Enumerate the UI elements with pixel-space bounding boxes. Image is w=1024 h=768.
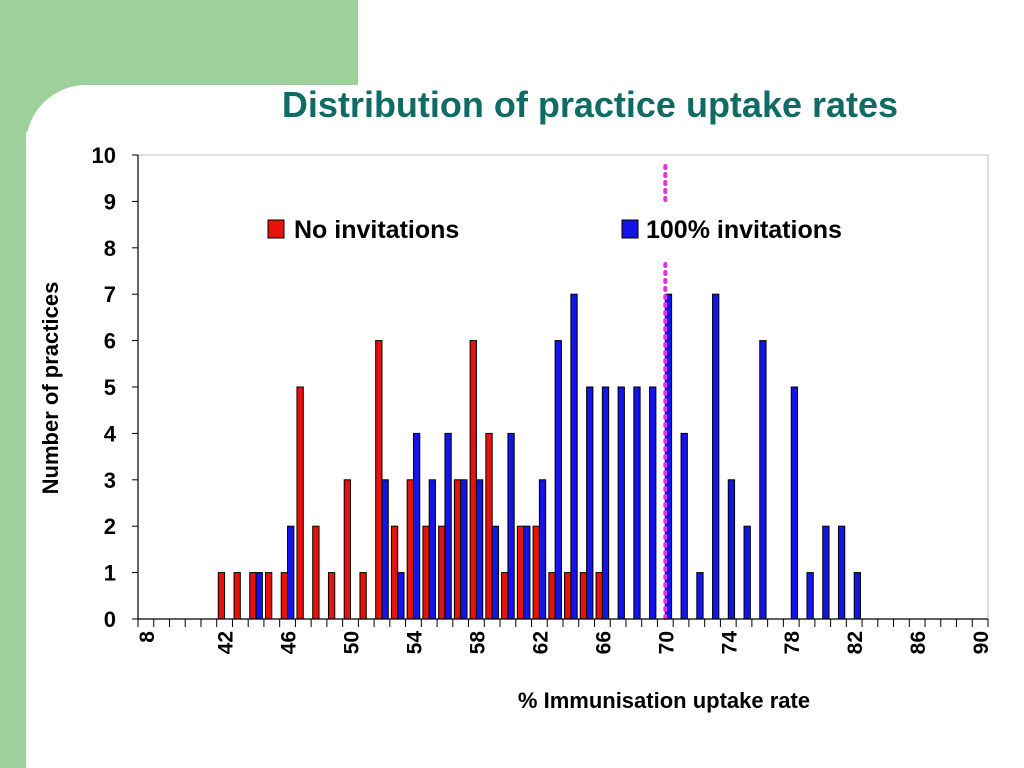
x-tick-label: 8 bbox=[136, 631, 159, 643]
bar-100-invitations-78 bbox=[790, 386, 799, 620]
bar-100-invitations-63 bbox=[554, 340, 562, 620]
y-tick-label: 5 bbox=[104, 375, 116, 400]
slide-panel bbox=[26, 85, 1024, 768]
x-tick-label: 90 bbox=[970, 631, 993, 654]
bar-no-invitations-60 bbox=[501, 572, 509, 620]
y-tick-label: 9 bbox=[104, 189, 116, 214]
legend-swatch-100-invitations bbox=[621, 219, 639, 239]
bar-no-invitations-59 bbox=[485, 432, 493, 620]
y-tick-label: 7 bbox=[104, 282, 116, 307]
bar-100-invitations-81 bbox=[837, 525, 846, 620]
bar-no-invitations-52 bbox=[375, 340, 383, 620]
x-tick-label: 58 bbox=[466, 631, 489, 655]
bar-no-invitations-45 bbox=[265, 572, 273, 620]
bar-no-invitations-48 bbox=[312, 525, 320, 620]
y-tick-label: 3 bbox=[104, 468, 116, 493]
x-tick-label: 46 bbox=[278, 631, 301, 654]
y-tick-label: 8 bbox=[104, 236, 116, 261]
bar-no-invitations-51 bbox=[359, 572, 367, 620]
bar-no-invitations-44 bbox=[249, 572, 257, 620]
bar-100-invitations-75 bbox=[743, 525, 751, 620]
x-tick-label: 86 bbox=[907, 631, 930, 654]
x-tick-label: 82 bbox=[844, 631, 867, 654]
bar-100-invitations-74 bbox=[727, 479, 736, 620]
bar-100-invitations-64 bbox=[570, 293, 578, 620]
bar-no-invitations-49 bbox=[327, 572, 336, 620]
y-tick-label: 0 bbox=[104, 607, 116, 632]
bar-100-invitations-67 bbox=[617, 386, 625, 620]
x-tick-label: 66 bbox=[592, 631, 615, 654]
bar-100-invitations-72 bbox=[696, 572, 704, 620]
bar-no-invitations-54 bbox=[406, 479, 414, 620]
bar-100-invitations-59 bbox=[491, 525, 499, 620]
bar-no-invitations-42 bbox=[217, 572, 226, 620]
bar-no-invitations-65 bbox=[579, 572, 588, 620]
legend-label-100-invitations: 100% invitations bbox=[646, 216, 842, 244]
bar-100-invitations-46 bbox=[287, 525, 295, 620]
legend-swatch-no-invitations bbox=[267, 219, 285, 239]
bar-100-invitations-80 bbox=[822, 525, 830, 620]
bar-no-invitations-46 bbox=[280, 572, 289, 620]
bar-no-invitations-55 bbox=[422, 525, 430, 620]
x-tick-label: 50 bbox=[341, 631, 364, 654]
bar-no-invitations-62 bbox=[532, 525, 540, 620]
bar-100-invitations-66 bbox=[601, 386, 610, 620]
bar-100-invitations-71 bbox=[680, 432, 688, 620]
bar-no-invitations-56 bbox=[438, 525, 446, 620]
bar-100-invitations-73 bbox=[712, 293, 720, 620]
bar-100-invitations-79 bbox=[806, 572, 814, 620]
bar-100-invitations-82 bbox=[853, 572, 862, 620]
bar-no-invitations-43 bbox=[233, 572, 241, 620]
bar-no-invitations-47 bbox=[296, 386, 304, 620]
bar-no-invitations-64 bbox=[564, 572, 572, 620]
bar-100-invitations-56 bbox=[444, 432, 452, 620]
bar-100-invitations-61 bbox=[523, 525, 531, 620]
bar-100-invitations-62 bbox=[538, 479, 547, 620]
bar-no-invitations-66 bbox=[595, 572, 603, 620]
x-tick-label: 42 bbox=[215, 631, 238, 654]
y-axis-title: Number of practices bbox=[38, 282, 63, 495]
y-tick-label: 6 bbox=[104, 329, 116, 354]
bar-no-invitations-50 bbox=[343, 479, 352, 620]
bar-100-invitations-54 bbox=[412, 432, 421, 620]
y-tick-label: 10 bbox=[92, 143, 116, 168]
y-tick-label: 4 bbox=[104, 421, 117, 446]
bar-100-invitations-58 bbox=[475, 479, 484, 620]
x-tick-label: 62 bbox=[529, 631, 552, 654]
y-tick-label: 1 bbox=[104, 561, 116, 586]
bar-100-invitations-76 bbox=[759, 340, 767, 620]
bar-no-invitations-63 bbox=[548, 572, 556, 620]
bar-100-invitations-53 bbox=[397, 572, 405, 620]
bar-100-invitations-68 bbox=[633, 386, 641, 620]
bar-100-invitations-55 bbox=[428, 479, 437, 620]
legend-label-no-invitations: No invitations bbox=[294, 216, 459, 244]
bar-no-invitations-57 bbox=[453, 479, 462, 620]
bar-100-invitations-65 bbox=[586, 386, 594, 620]
bar-100-invitations-44 bbox=[255, 572, 263, 620]
slide-panel-edge bbox=[26, 132, 86, 768]
bar-no-invitations-53 bbox=[390, 525, 399, 620]
x-axis-title: % Immunisation uptake rate bbox=[518, 688, 810, 713]
bar-100-invitations-69 bbox=[649, 386, 657, 620]
y-tick-label: 2 bbox=[104, 514, 116, 539]
x-tick-label: 74 bbox=[718, 631, 741, 655]
bar-100-invitations-52 bbox=[381, 479, 389, 620]
x-tick-label: 78 bbox=[781, 631, 804, 655]
page-title: Distribution of practice uptake rates bbox=[281, 84, 899, 125]
bar-no-invitations-61 bbox=[516, 525, 525, 620]
bar-100-invitations-57 bbox=[460, 479, 468, 620]
x-tick-label: 70 bbox=[655, 631, 678, 654]
x-tick-label: 54 bbox=[403, 631, 426, 655]
bar-100-invitations-60 bbox=[507, 432, 515, 620]
bar-no-invitations-58 bbox=[469, 340, 477, 620]
